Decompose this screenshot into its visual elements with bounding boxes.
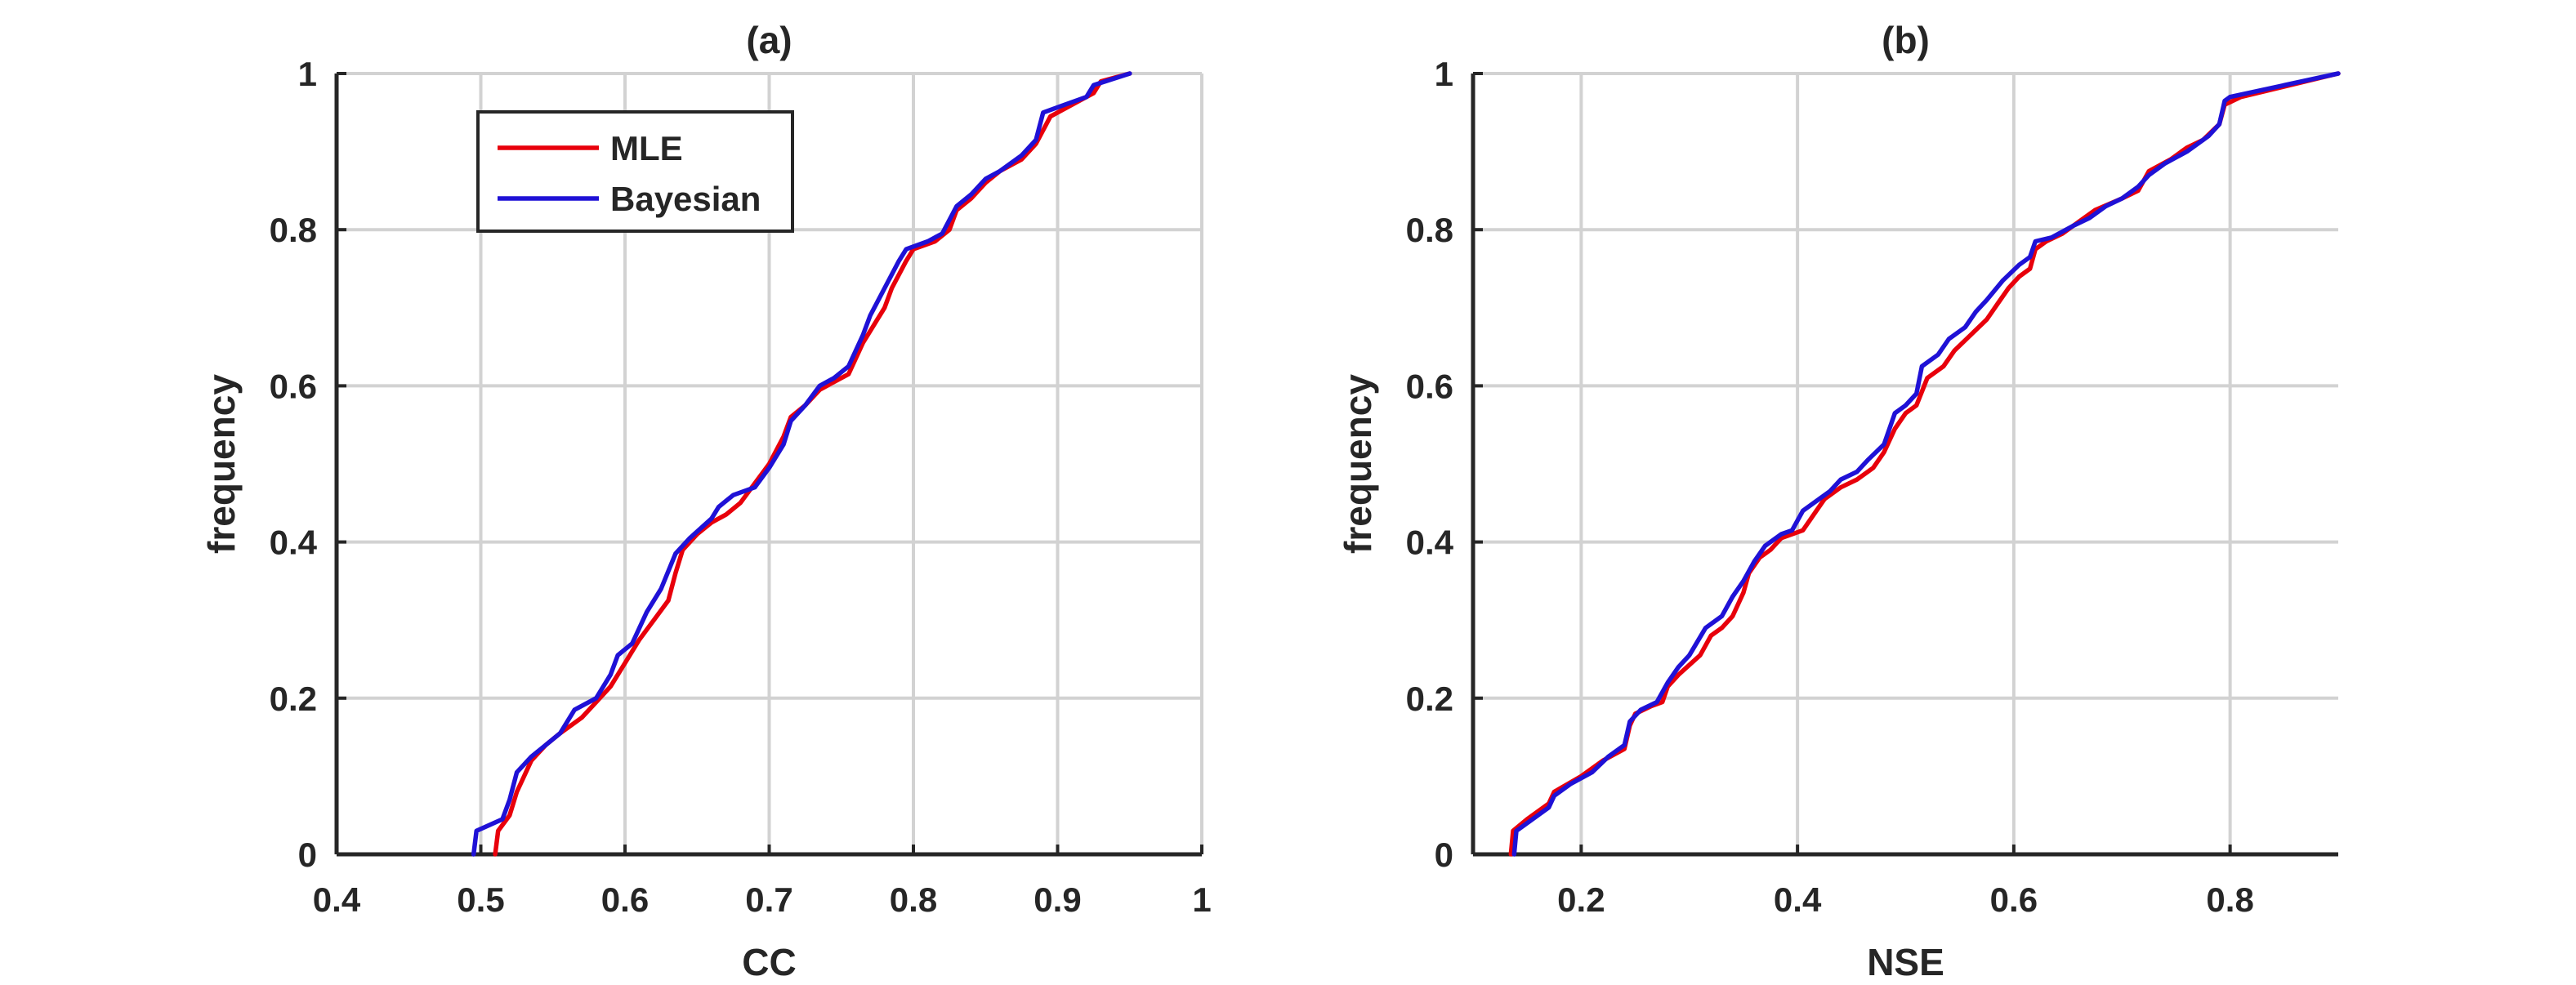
legend-box xyxy=(476,110,794,233)
x-tick-label: 0.8 xyxy=(2206,880,2253,919)
x-tick-label: 0.4 xyxy=(313,880,361,919)
y-tick-label: 0.8 xyxy=(270,211,317,249)
legend-label-bayesian: Bayesian xyxy=(610,180,761,218)
panel-a: 0.4 0.5 0.6 0.7 0.8 0.9 1 0 0.2 0.4 0.6 0.8 1 (a) CC fr… xyxy=(200,19,1212,983)
legend-label-mle: MLE xyxy=(610,129,683,167)
x-tick-label: 0.2 xyxy=(1557,880,1605,919)
y-tick-label: 0 xyxy=(298,836,317,874)
panel-title: (a) xyxy=(746,19,792,61)
panel-b: 0.2 0.4 0.6 0.8 0 0.2 0.4 0.6 0.8 1 (b) NSE frequenc… xyxy=(1337,19,2341,983)
y-axis-label: frequency xyxy=(200,374,243,554)
y-tick-label: 0 xyxy=(1435,836,1453,874)
x-tick-label: 0.8 xyxy=(890,880,937,919)
x-axis-label: NSE xyxy=(1867,941,1944,983)
y-tick-label: 0.6 xyxy=(1406,367,1453,405)
x-tick-label: 0.6 xyxy=(601,880,649,919)
series-line-bayesian-a xyxy=(471,71,1132,857)
y-tick-label: 1 xyxy=(298,55,317,93)
y-tick-label: 0.2 xyxy=(1406,680,1453,718)
x-tick-label: 0.4 xyxy=(1774,880,1822,919)
y-tick-label: 1 xyxy=(1435,55,1453,93)
y-tick-label: 0.4 xyxy=(1406,524,1454,562)
y-tick-label: 0.4 xyxy=(270,524,318,562)
y-tick-label: 0.6 xyxy=(270,367,317,405)
y-tick-label: 0.8 xyxy=(1406,211,1453,249)
x-tick-label: 0.7 xyxy=(745,880,792,919)
x-tick-label: 1 xyxy=(1192,880,1211,919)
x-axis-label: CC xyxy=(742,941,796,983)
x-tick-label: 0.5 xyxy=(457,880,504,919)
series-line-bayesian-b xyxy=(1511,71,2341,857)
legend: MLE Bayesian xyxy=(476,110,794,233)
x-tick-label: 0.9 xyxy=(1034,880,1081,919)
panel-title: (b) xyxy=(1882,19,1930,61)
x-tick-label: 0.6 xyxy=(1990,880,2038,919)
y-axis-label: frequency xyxy=(1337,374,1379,554)
y-tick-label: 0.2 xyxy=(270,680,317,718)
